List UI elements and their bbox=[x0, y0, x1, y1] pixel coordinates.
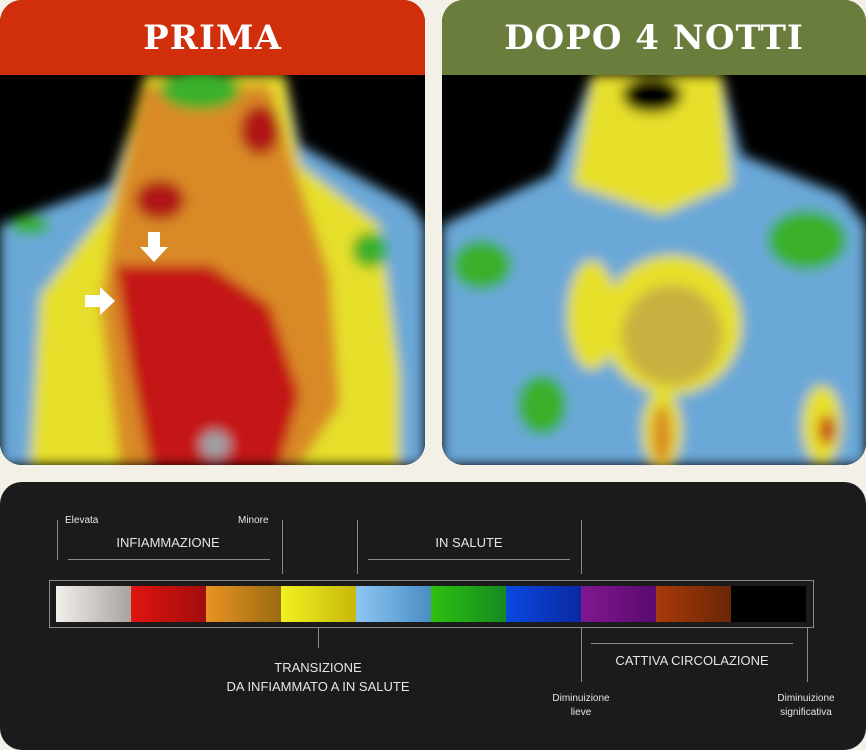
color-swatch bbox=[281, 586, 356, 622]
right-arrow-icon bbox=[85, 287, 115, 315]
down-arrow-icon bbox=[140, 232, 168, 262]
transition-label-1: TRANSIZIONE bbox=[274, 660, 362, 675]
before-title: PRIMA bbox=[0, 0, 425, 75]
healthy-label: IN SALUTE bbox=[435, 535, 503, 550]
color-swatch bbox=[206, 586, 281, 622]
mild-decrease-label-1: Diminuizione bbox=[552, 693, 610, 704]
after-card: DOPO 4 NOTTI bbox=[442, 0, 866, 465]
before-card: PRIMA bbox=[0, 0, 425, 465]
mild-decrease-label-2: lieve bbox=[570, 707, 592, 718]
color-swatch bbox=[356, 586, 431, 622]
color-legend: Elevata Minore INFIAMMAZIONE IN SALUTE T… bbox=[0, 482, 866, 750]
color-swatch bbox=[431, 586, 506, 622]
inflammation-label: INFIAMMAZIONE bbox=[116, 535, 220, 550]
color-swatch bbox=[506, 586, 581, 622]
after-title: DOPO 4 NOTTI bbox=[442, 0, 866, 75]
poor-circulation-label: CATTIVA CIRCOLAZIONE bbox=[615, 653, 769, 668]
color-swatch bbox=[131, 586, 206, 622]
transition-label-2: DA INFIAMMATO A IN SALUTE bbox=[226, 679, 410, 694]
color-scale-bar bbox=[49, 580, 814, 628]
significant-decrease-label-2: significativa bbox=[780, 707, 832, 718]
color-swatch bbox=[581, 586, 656, 622]
color-swatch bbox=[656, 586, 731, 622]
low-label: Minore bbox=[238, 515, 269, 526]
color-swatch bbox=[731, 586, 806, 622]
color-swatch bbox=[56, 586, 131, 622]
high-label: Elevata bbox=[65, 515, 99, 526]
after-thermal-image bbox=[442, 75, 866, 465]
significant-decrease-label-1: Diminuizione bbox=[777, 693, 835, 704]
before-thermal-image bbox=[0, 75, 425, 465]
